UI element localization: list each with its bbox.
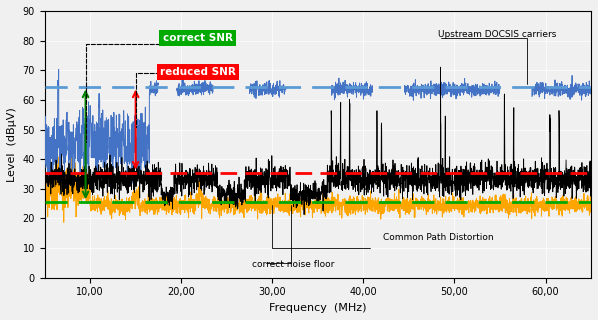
Y-axis label: Level  (dBμV): Level (dBμV) (7, 107, 17, 182)
Text: Common Path Distortion: Common Path Distortion (383, 233, 494, 242)
X-axis label: Frequency  (MHz): Frequency (MHz) (269, 303, 367, 313)
Text: Upstream DOCSIS carriers: Upstream DOCSIS carriers (438, 30, 556, 39)
Text: correct noise floor: correct noise floor (252, 260, 335, 269)
Text: reduced SNR: reduced SNR (160, 67, 236, 77)
Text: correct SNR: correct SNR (163, 33, 233, 43)
